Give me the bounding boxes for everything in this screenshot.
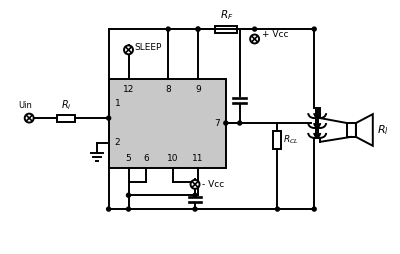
- Circle shape: [126, 193, 130, 197]
- Circle shape: [238, 121, 242, 125]
- Bar: [215, 26, 237, 33]
- Text: $R_{CL}$: $R_{CL}$: [284, 134, 299, 146]
- Text: 7: 7: [214, 119, 220, 128]
- Circle shape: [126, 207, 130, 211]
- Text: $R_F$: $R_F$: [220, 8, 233, 22]
- Bar: [274, 131, 282, 149]
- Circle shape: [253, 27, 257, 31]
- Text: 8: 8: [165, 85, 171, 94]
- Text: Uin: Uin: [18, 101, 32, 110]
- Circle shape: [312, 207, 316, 211]
- Circle shape: [250, 35, 259, 43]
- Circle shape: [276, 207, 280, 211]
- Circle shape: [107, 116, 111, 120]
- Text: 1: 1: [114, 99, 120, 108]
- Bar: [347, 123, 356, 137]
- Text: 5: 5: [126, 154, 131, 163]
- Circle shape: [312, 27, 316, 31]
- Circle shape: [196, 27, 200, 31]
- Circle shape: [124, 45, 133, 54]
- Text: - Vcc: - Vcc: [202, 180, 224, 189]
- Text: 2: 2: [114, 138, 120, 147]
- Text: 10: 10: [168, 154, 179, 163]
- Bar: [57, 115, 75, 122]
- Circle shape: [25, 114, 34, 122]
- Text: 6: 6: [144, 154, 149, 163]
- Circle shape: [196, 27, 200, 31]
- Circle shape: [107, 207, 111, 211]
- Circle shape: [193, 207, 197, 211]
- Text: $R_l$: $R_l$: [377, 123, 389, 137]
- Circle shape: [224, 121, 228, 125]
- Text: 9: 9: [195, 85, 201, 94]
- Circle shape: [190, 180, 200, 189]
- Text: 11: 11: [192, 154, 204, 163]
- Text: SLEEP: SLEEP: [134, 43, 162, 52]
- Circle shape: [166, 27, 170, 31]
- Text: 12: 12: [123, 85, 134, 94]
- Circle shape: [193, 193, 197, 197]
- Bar: [109, 78, 226, 168]
- Text: + Vcc: + Vcc: [262, 29, 288, 39]
- Text: $R_i$: $R_i$: [61, 98, 71, 112]
